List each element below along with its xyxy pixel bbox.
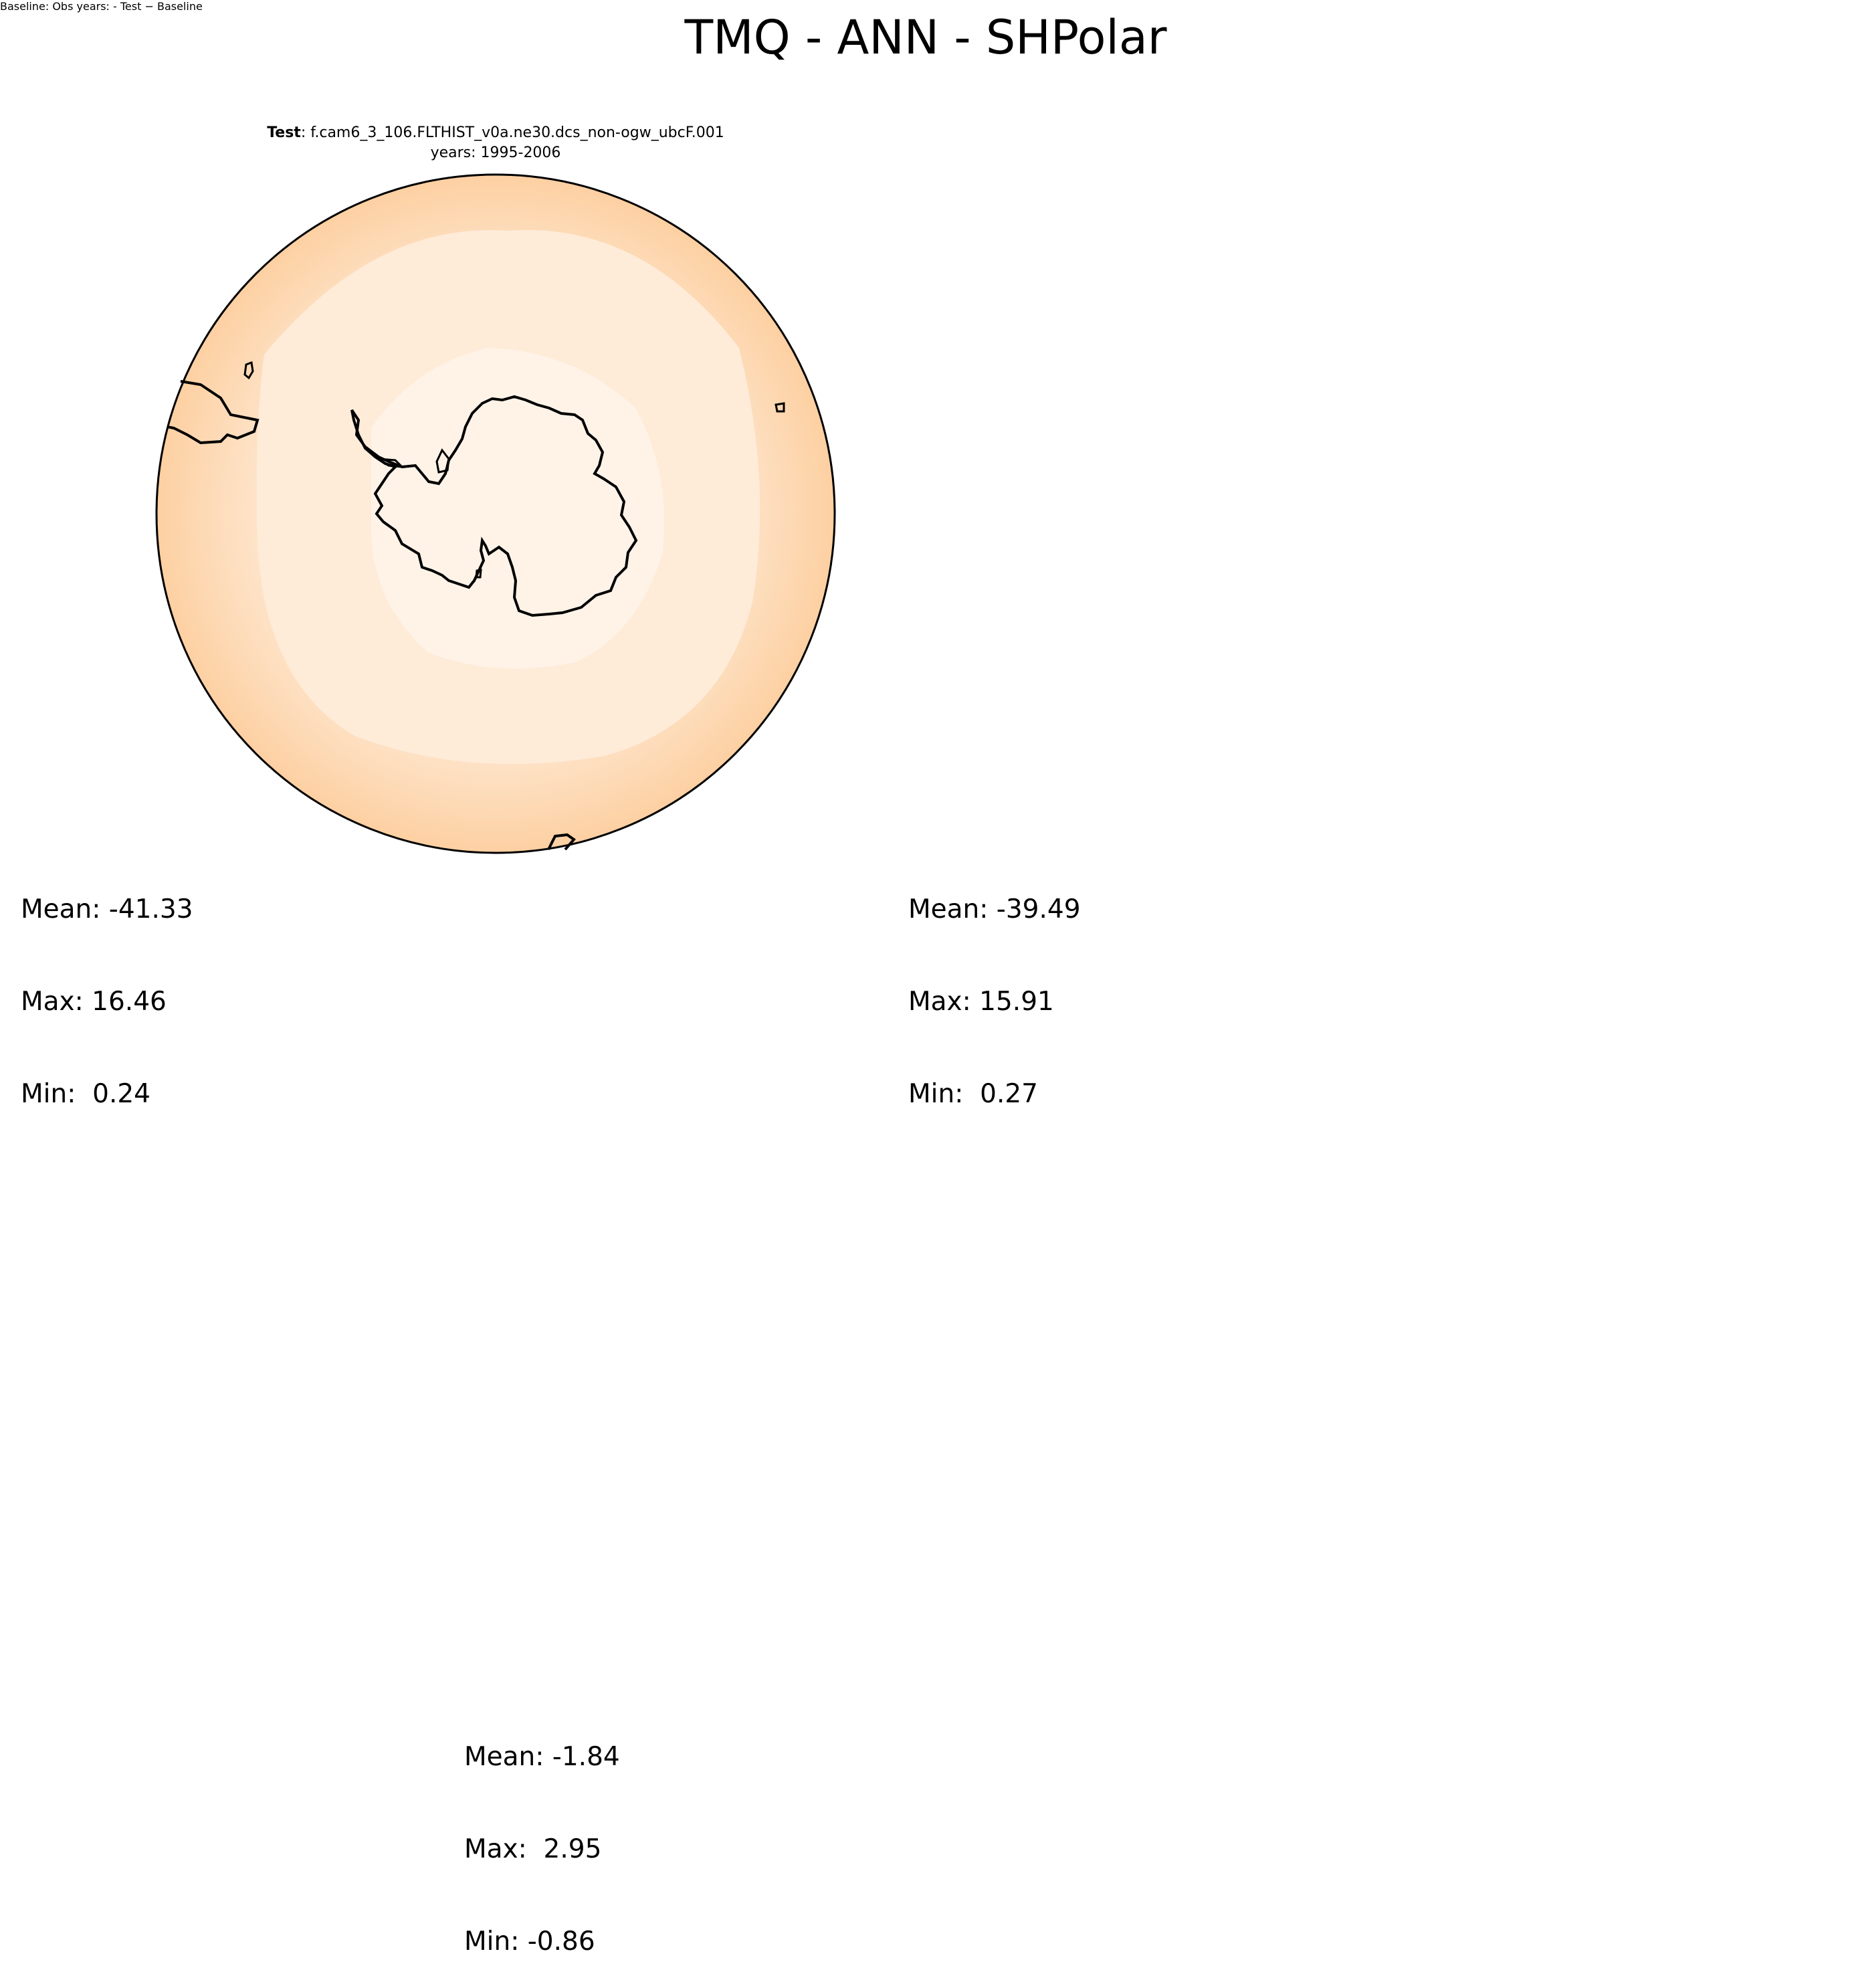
panel-baseline-years: years: - — [76, 0, 117, 13]
stats-difference: Mean: -1.84 Max: 2.95 Min: -0.86 — [464, 1680, 620, 1988]
stat-min: Min: -0.86 — [464, 1926, 595, 1957]
panel-difference-header: Test − Baseline — [120, 0, 203, 13]
panel-difference: Test − Baseline — [120, 0, 203, 13]
stat-max: Max: 15.91 — [908, 987, 1054, 1017]
stat-min: Min: 0.24 — [21, 1079, 150, 1109]
panel-test-years: years: 1995-2006 — [431, 144, 561, 161]
stats-baseline: Mean: -39.49 Max: 15.91 Min: 0.27 — [908, 833, 1081, 1140]
panel-test: Test: f.cam6_3_106.FLTHIST_v0a.ne30.dcs_… — [155, 124, 836, 854]
stat-max: Max: 2.95 — [464, 1834, 602, 1864]
panel-test-header: Test: f.cam6_3_106.FLTHIST_v0a.ne30.dcs_… — [267, 124, 724, 141]
map-test — [155, 173, 836, 854]
panel-baseline-header: Baseline: Obs — [0, 0, 74, 13]
stat-min: Min: 0.27 — [908, 1079, 1038, 1109]
stat-mean: Mean: -1.84 — [464, 1742, 620, 1772]
figure: TMQ - ANN - SHPolar Test: f.cam6_3_106.F… — [155, 10, 1167, 854]
panel-baseline: Baseline: Obs years: - — [0, 0, 120, 13]
stat-mean: Mean: -39.49 — [908, 894, 1081, 924]
figure-title: TMQ - ANN - SHPolar — [684, 10, 1166, 65]
stats-test: Mean: -41.33 Max: 16.46 Min: 0.24 — [21, 833, 193, 1140]
stat-max: Max: 16.46 — [21, 987, 167, 1017]
stat-mean: Mean: -41.33 — [21, 894, 193, 924]
